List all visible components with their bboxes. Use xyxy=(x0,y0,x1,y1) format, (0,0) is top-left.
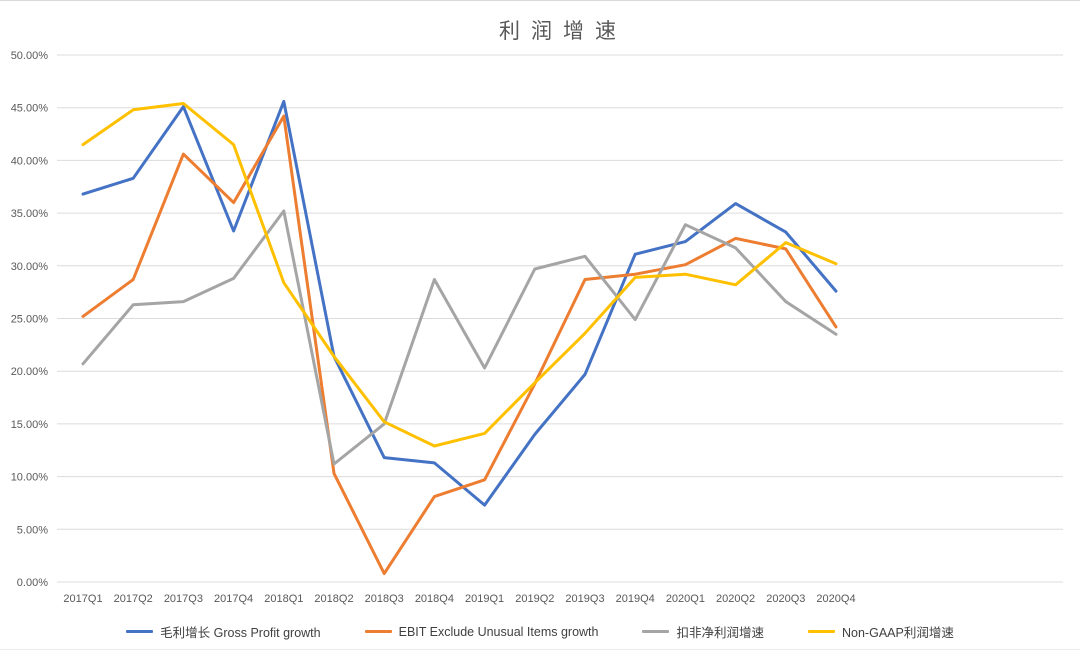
legend-label: Non-GAAP利润增速 xyxy=(842,626,954,640)
x-axis-tick-label: 2019Q3 xyxy=(565,593,604,605)
x-axis-tick-label: 2019Q1 xyxy=(465,593,504,605)
y-axis-tick-label: 45.00% xyxy=(11,103,49,115)
series-line-3 xyxy=(81,102,838,448)
chart-title: 利润增速 xyxy=(499,20,627,43)
x-axis-tick-label: 2017Q1 xyxy=(63,593,102,605)
legend-line-swatch-blue xyxy=(126,630,154,633)
y-axis-tick-label: 30.00% xyxy=(11,261,49,273)
x-axis-tick-label: 2017Q3 xyxy=(164,593,203,605)
x-axis-tick-label: 2020Q2 xyxy=(716,593,755,605)
y-axis-tick-label: 25.00% xyxy=(11,314,49,326)
legend-label: 毛利增长 Gross Profit growth xyxy=(160,626,321,640)
legend-line-swatch-orange xyxy=(364,630,392,633)
x-axis-tick-label: 2019Q2 xyxy=(515,593,554,605)
x-axis-tick-label: 2017Q4 xyxy=(214,593,253,605)
y-axis-tick-label: 50.00% xyxy=(11,50,49,62)
legend-item-gross-profit-growth: 毛利增长 Gross Profit growth xyxy=(126,622,321,641)
x-axis-tick-label: 2018Q2 xyxy=(314,593,353,605)
x-axis-tick-label: 2020Q3 xyxy=(766,593,805,605)
legend-item-ebit-growth: EBIT Exclude Unusual Items growth xyxy=(364,624,599,639)
y-axis-tick-label: 0.00% xyxy=(17,577,48,589)
chart-legend: 毛利增长 Gross Profit growth EBIT Exclude Un… xyxy=(0,622,1080,641)
y-axis-tick-label: 10.00% xyxy=(11,472,49,484)
legend-item-deducted-net-profit-growth: 扣非净利润增速 xyxy=(642,622,764,641)
legend-label: EBIT Exclude Unusual Items growth xyxy=(398,624,599,639)
x-axis-tick-label: 2018Q1 xyxy=(264,593,303,605)
x-axis-tick-label: 2020Q4 xyxy=(816,593,855,605)
legend-line-swatch-yellow xyxy=(808,630,835,633)
y-axis-tick-label: 40.00% xyxy=(11,155,49,167)
series-line-0 xyxy=(81,99,838,507)
legend-line-swatch-gray xyxy=(642,630,670,633)
y-axis-tick-label: 20.00% xyxy=(11,366,49,378)
x-axis-tick-label: 2020Q1 xyxy=(666,593,705,605)
x-axis-tick-label: 2018Q4 xyxy=(415,593,454,605)
y-axis-tick-label: 5.00% xyxy=(17,524,48,536)
y-axis-tick-label: 35.00% xyxy=(11,208,49,220)
x-axis-tick-label: 2018Q3 xyxy=(365,593,404,605)
x-axis-tick-label: 2017Q2 xyxy=(114,593,153,605)
legend-item-non-gaap-profit-growth: Non-GAAP利润增速 xyxy=(808,622,954,641)
legend-label: 扣非净利润增速 xyxy=(676,626,764,640)
x-axis-tick-label: 2019Q4 xyxy=(616,593,655,605)
y-axis-tick-label: 15.00% xyxy=(11,419,49,431)
series-line-1 xyxy=(81,114,838,576)
series-line-2 xyxy=(81,209,838,466)
